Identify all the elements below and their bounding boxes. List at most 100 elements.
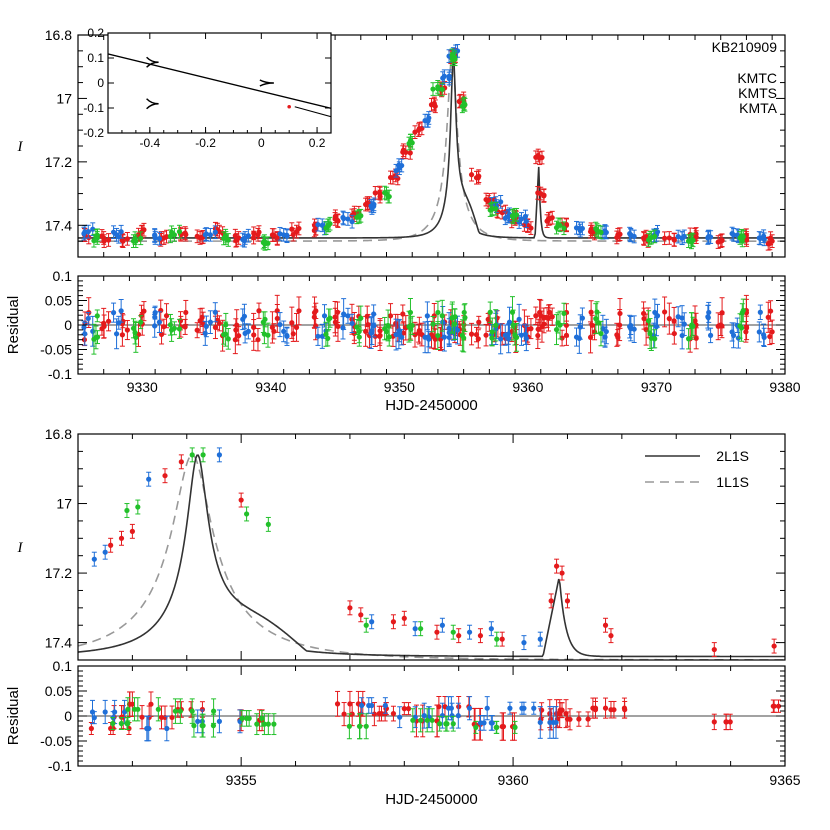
top-res-point-kmtc (743, 321, 749, 343)
top-res-marker (335, 323, 341, 329)
top-res-marker (756, 329, 762, 335)
top-marker (407, 150, 413, 156)
top-marker (311, 227, 317, 234)
top-res-point-kmts (761, 327, 767, 347)
bottom-res-point-kmta (512, 720, 518, 734)
top-marker (93, 233, 99, 239)
top-marker (449, 56, 455, 62)
top-res-point-kmta (648, 325, 654, 352)
top-res-point-kmtc (743, 315, 750, 341)
bottom-res-point-kmta (418, 708, 424, 733)
top-res-marker (430, 321, 436, 327)
bottom-res-marker (366, 702, 372, 709)
bottom-res-marker (455, 713, 461, 719)
bottom-point-kmtc (559, 565, 565, 581)
top-marker (767, 235, 774, 241)
top-point-kmta (555, 217, 561, 232)
bottom-marker (494, 636, 500, 642)
bottom-ytick-label: 17 (56, 496, 72, 512)
top-res-point-kmtc (256, 302, 262, 319)
top-res-marker (399, 334, 405, 340)
top-res-marker (289, 320, 295, 326)
top-point-kmta (327, 216, 333, 231)
bottom-res-marker (450, 721, 456, 727)
top-res-marker (130, 325, 137, 331)
bottom-point-kmtc (548, 593, 554, 609)
top-marker (487, 207, 493, 213)
top-res-point-kmtc (544, 307, 550, 329)
bottom-point-kmta (200, 447, 206, 463)
bottom-marker (548, 598, 554, 604)
top-res-marker (382, 326, 388, 332)
trajectory-branch (294, 106, 331, 118)
top-point-kmtc (476, 169, 482, 183)
bottom-res-marker (507, 705, 513, 711)
top-point-kmta (176, 224, 183, 239)
top-res-point-kmtc (483, 323, 489, 347)
top-res-point-kmta (385, 309, 391, 342)
top-xtick-label: 9370 (641, 379, 672, 395)
top-point-kmts (152, 229, 158, 243)
top-res-marker (377, 333, 383, 339)
top-res-point-kmta (510, 309, 516, 341)
top-res-marker (85, 315, 91, 322)
top-res-marker (579, 315, 585, 321)
bottom-marker (129, 528, 135, 534)
top-res-point-kmts (706, 301, 712, 323)
bottom-marker (91, 556, 97, 562)
top-res-point-kmtc (182, 318, 188, 335)
bottom-res-point-kmts (102, 699, 108, 725)
top-marker (251, 234, 257, 241)
bottom-point-kmtc (162, 468, 168, 484)
bottom-res-point-kmts (366, 697, 372, 714)
top-res-marker (765, 314, 771, 320)
bottom-res-point-kmta (493, 720, 499, 734)
top-res-marker (161, 324, 167, 330)
top-res-marker (767, 308, 774, 314)
top-marker (407, 138, 414, 144)
top-point-kmta (167, 229, 174, 244)
top-residual-panel: 0.1 0.05 0 -0.05 -0.1 9330 9340 9350 9360 9370 938… (5, 268, 801, 414)
top-res-marker (212, 324, 219, 330)
top-res-marker (116, 320, 122, 326)
bottom-res-marker (489, 720, 495, 726)
top-res-point-kmts (440, 305, 446, 339)
top-res-marker (182, 324, 188, 330)
bottom-res-marker (334, 701, 341, 707)
bottom-res-point-kmtc (727, 713, 733, 731)
top-res-marker (82, 331, 88, 337)
bottom-point-kmta (450, 624, 456, 640)
top-res-marker (311, 314, 317, 320)
top-res-marker (631, 326, 637, 332)
top-res-marker (740, 307, 746, 314)
bottom-marker (418, 626, 424, 632)
top-marker (289, 226, 295, 232)
bottom-res-ytick-label: -0.05 (40, 733, 72, 749)
top-res-marker (94, 313, 100, 319)
top-res-marker (509, 309, 516, 315)
top-res-point-kmtc (662, 296, 668, 328)
bottom-res-point-kmtc (334, 690, 341, 717)
inset-xtick-label: 0.2 (309, 136, 326, 150)
top-marker (688, 239, 695, 245)
bottom-res-point-kmtc (711, 713, 717, 731)
bottom-res-point-kmts (89, 699, 96, 725)
top-res-marker (493, 322, 499, 328)
bottom-res-point-kmts (164, 715, 170, 742)
top-res-point-kmtc (335, 310, 341, 342)
top-marker (101, 238, 107, 244)
top-marker (577, 227, 583, 234)
legend-kmtc: KMTC (737, 70, 777, 86)
top-point-kmta (382, 185, 388, 200)
top-point-kmts (284, 229, 290, 244)
top-res-marker (598, 330, 604, 337)
bottom-res-point-kmta (246, 710, 252, 727)
top-point-kmtc (101, 234, 107, 248)
top-point-kmtc (296, 221, 302, 236)
top-point-kmta (461, 97, 467, 112)
inset-ytick-label: -0.1 (83, 101, 104, 115)
top-marker (435, 84, 441, 90)
inset-xtick-label: -0.2 (195, 136, 216, 150)
top-res-marker (277, 321, 283, 328)
bottom-res-marker (341, 711, 347, 717)
